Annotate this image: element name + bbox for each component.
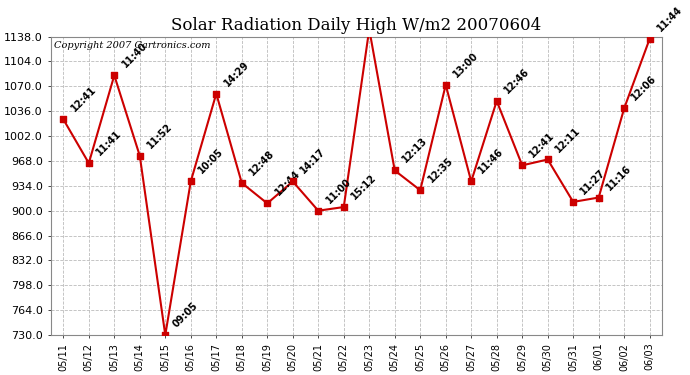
Point	[517, 162, 528, 168]
Text: 13:00: 13:00	[0, 374, 1, 375]
Text: 12:13: 12:13	[400, 136, 429, 165]
Text: Copyright 2007 Cartronics.com: Copyright 2007 Cartronics.com	[54, 41, 210, 50]
Point	[236, 180, 247, 186]
Text: 12:41: 12:41	[528, 131, 557, 160]
Text: 12:11: 12:11	[553, 125, 582, 154]
Point	[542, 156, 553, 162]
Text: 12:35: 12:35	[426, 156, 455, 184]
Point	[440, 82, 451, 88]
Text: 15:12: 15:12	[349, 172, 378, 201]
Text: 11:52: 11:52	[146, 121, 175, 150]
Point	[415, 187, 426, 193]
Text: 13:00: 13:00	[451, 50, 480, 80]
Text: 11:44: 11:44	[656, 4, 684, 33]
Text: 10:05: 10:05	[197, 147, 226, 176]
Point	[389, 168, 400, 174]
Text: 12:46: 12:46	[502, 66, 531, 95]
Text: 14:29: 14:29	[221, 59, 251, 88]
Point	[491, 98, 502, 104]
Point	[338, 204, 349, 210]
Text: 11:00: 11:00	[324, 176, 353, 205]
Point	[568, 199, 579, 205]
Point	[619, 105, 630, 111]
Point	[58, 116, 69, 122]
Text: 11:40: 11:40	[120, 41, 149, 70]
Text: 11:16: 11:16	[604, 163, 633, 192]
Text: 12:41: 12:41	[69, 85, 98, 114]
Point	[262, 200, 273, 206]
Point	[83, 160, 95, 166]
Point	[135, 153, 146, 159]
Point	[109, 72, 120, 78]
Point	[593, 195, 604, 201]
Point	[466, 178, 477, 184]
Text: 12:44: 12:44	[273, 169, 302, 198]
Point	[287, 178, 298, 184]
Title: Solar Radiation Daily High W/m2 20070604: Solar Radiation Daily High W/m2 20070604	[171, 16, 542, 34]
Text: 12:06: 12:06	[630, 74, 659, 103]
Point	[185, 178, 196, 184]
Point	[210, 91, 221, 97]
Text: 11:41: 11:41	[95, 129, 124, 158]
Text: 11:46: 11:46	[477, 147, 506, 176]
Point	[313, 208, 324, 214]
Point	[160, 332, 171, 338]
Point	[644, 36, 656, 42]
Text: 12:48: 12:48	[247, 148, 277, 177]
Point	[364, 26, 375, 32]
Text: 09:05: 09:05	[171, 300, 200, 330]
Text: 11:27: 11:27	[579, 167, 608, 196]
Text: 14:17: 14:17	[298, 147, 327, 176]
